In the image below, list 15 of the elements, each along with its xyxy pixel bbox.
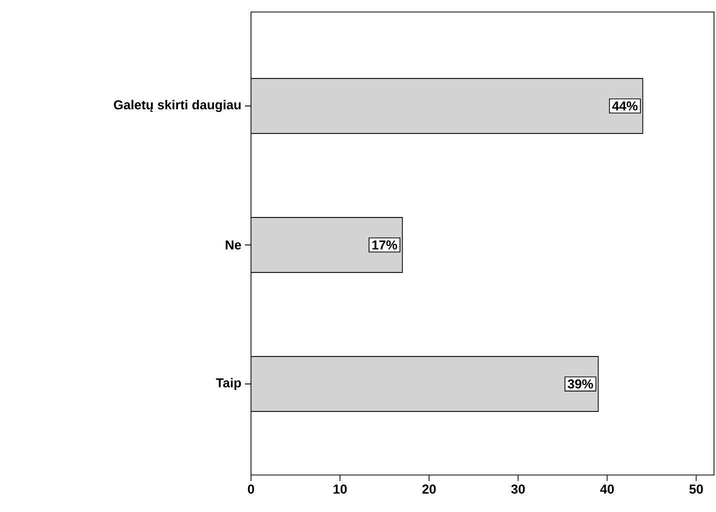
- bar: [251, 217, 403, 273]
- x-tick-label: 50: [689, 484, 703, 494]
- y-tick-label: Taip: [216, 378, 241, 390]
- bar: [251, 78, 644, 134]
- y-tick-label: Ne: [226, 240, 242, 250]
- x-tick-label: 30: [511, 484, 525, 494]
- bar: [251, 356, 599, 412]
- data-label: 44%: [612, 101, 638, 111]
- data-label: 17%: [372, 240, 398, 250]
- x-tick-label: 10: [334, 484, 347, 494]
- y-tick-label: Galetų skirti daugiau: [114, 100, 241, 112]
- data-label: 39%: [568, 379, 594, 389]
- x-tick-label: 0: [248, 484, 254, 494]
- x-tick-label: 20: [422, 484, 436, 494]
- x-tick-label: 40: [600, 484, 614, 494]
